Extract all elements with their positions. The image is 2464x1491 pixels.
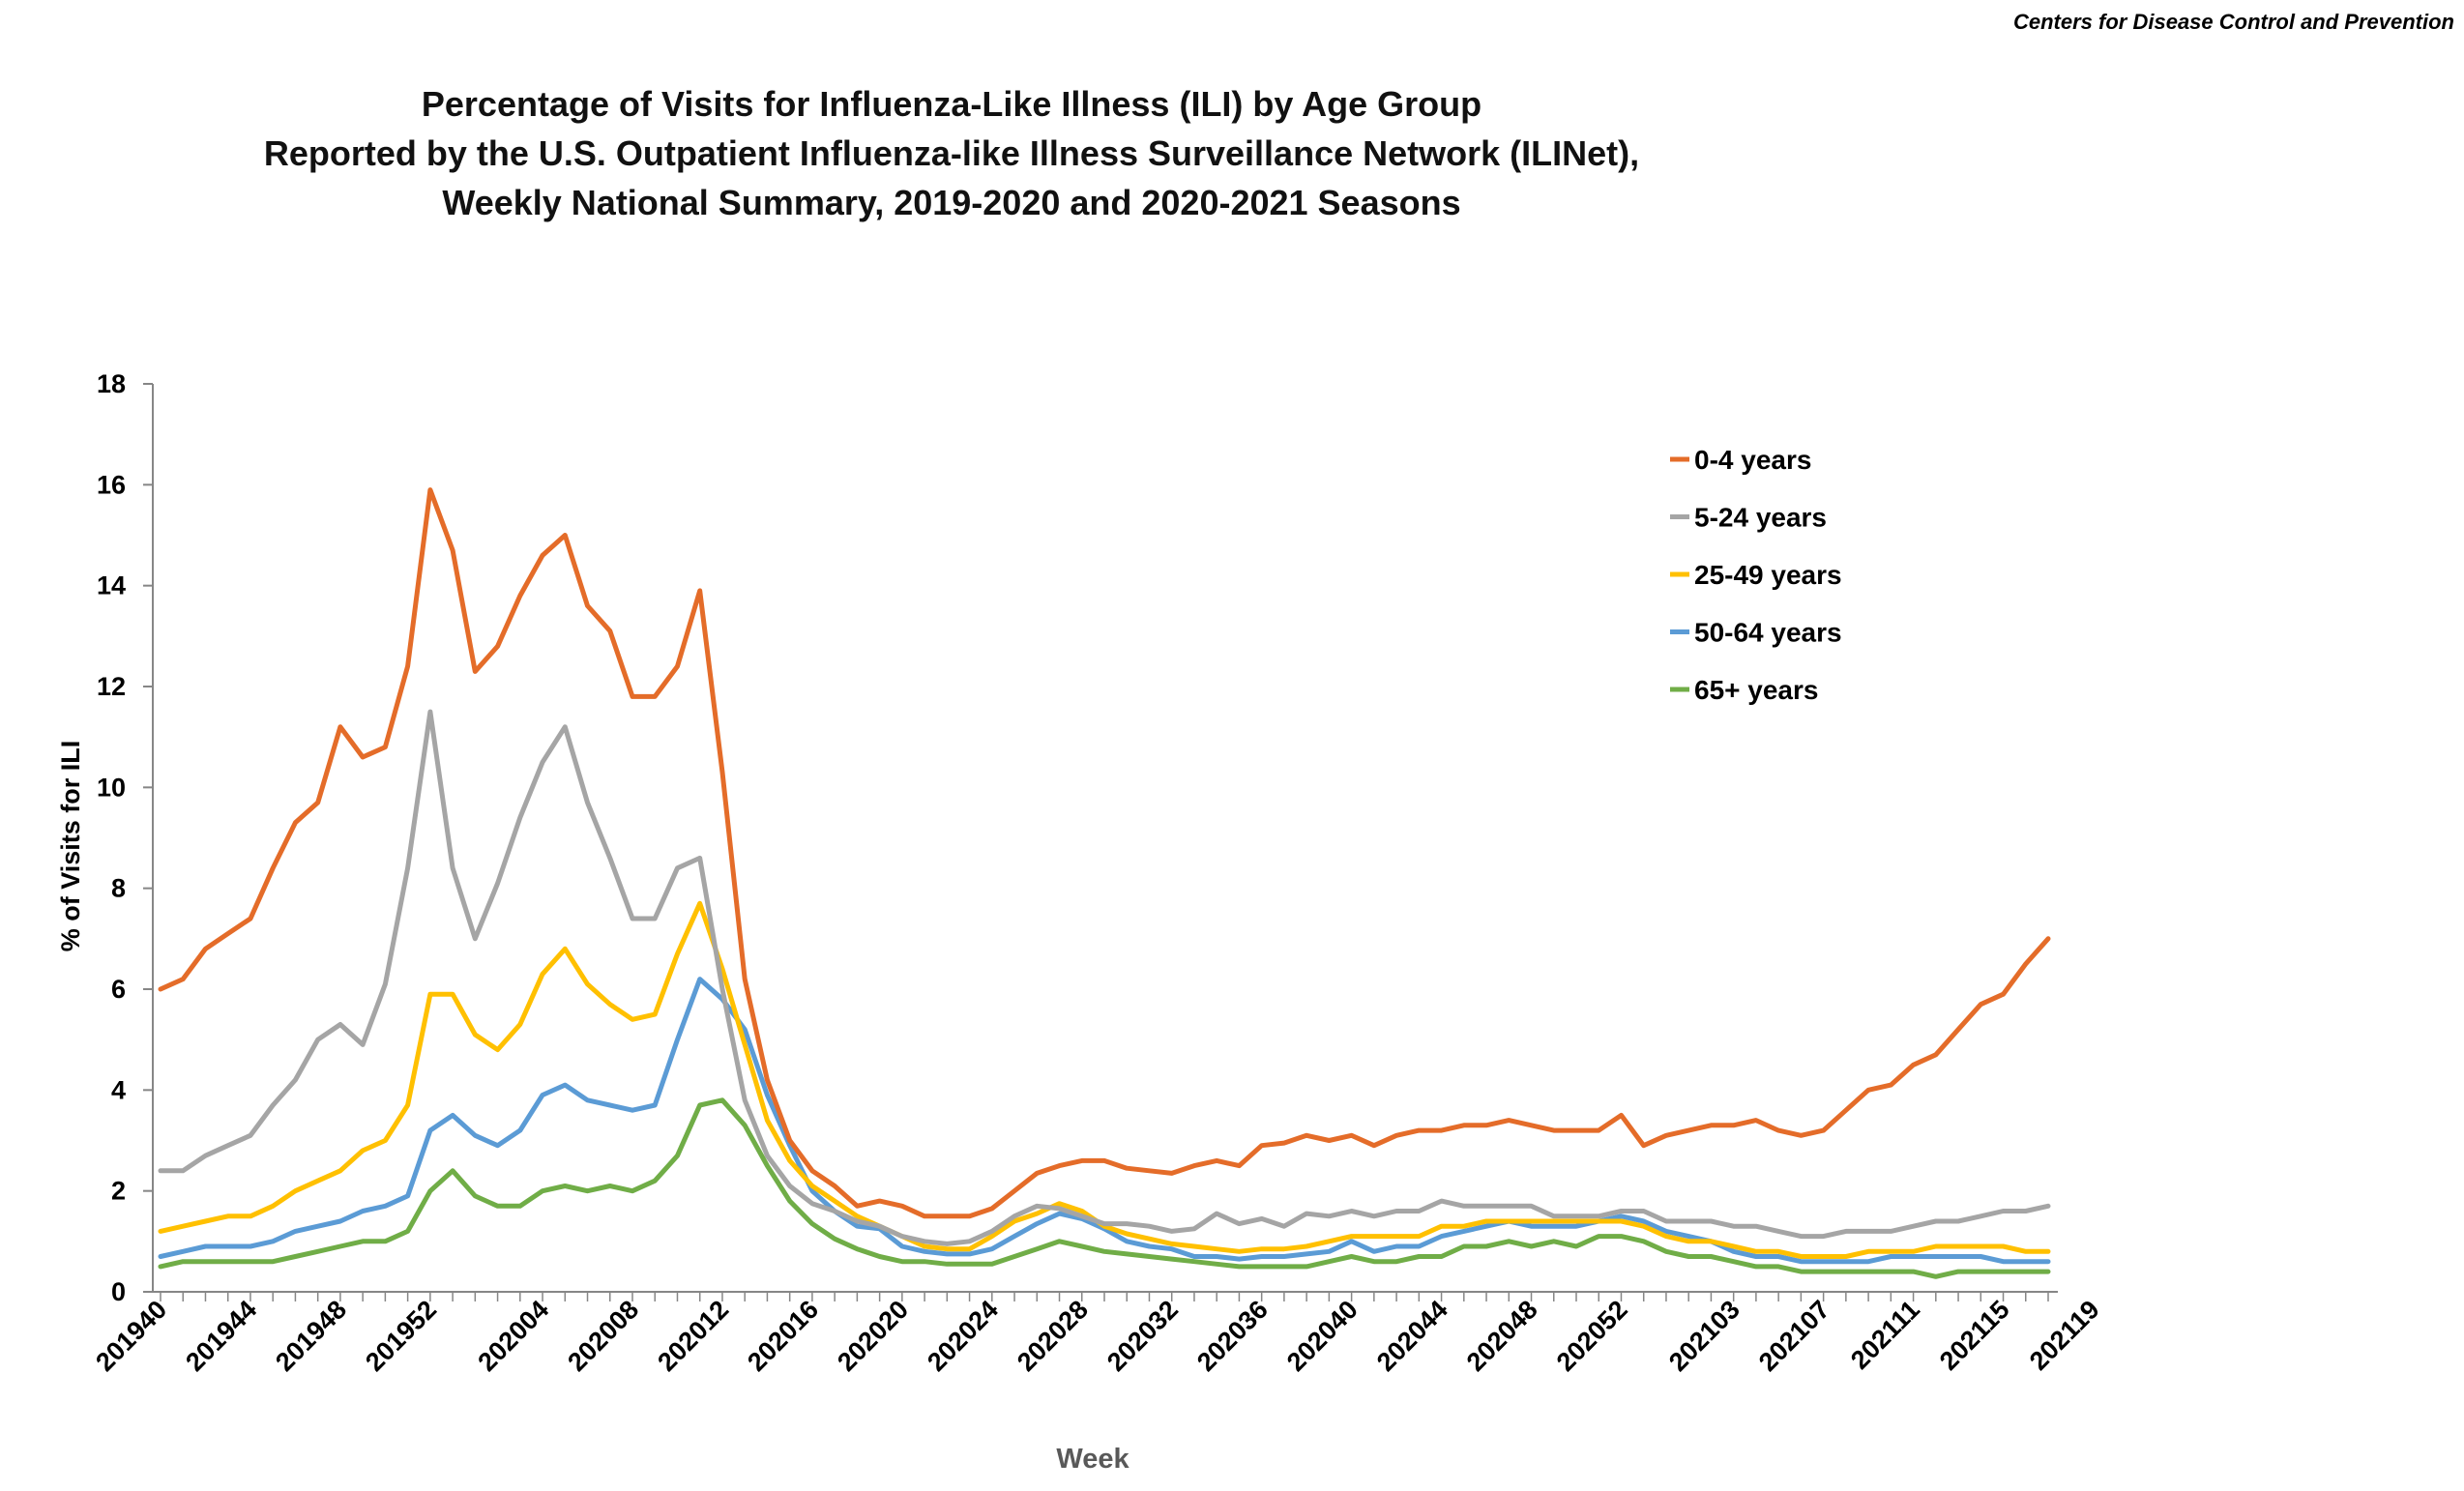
legend-label: 65+ years xyxy=(1694,675,1818,705)
series-line-0-4-years xyxy=(158,487,2051,1219)
x-tick-label: 202036 xyxy=(1191,1295,1274,1377)
x-tick-label: 202016 xyxy=(742,1295,824,1377)
y-tick-label: 2 xyxy=(111,1177,126,1206)
x-tick-label: 202008 xyxy=(562,1295,644,1377)
x-tick-label: 202028 xyxy=(1012,1295,1094,1377)
x-tick-label: 201944 xyxy=(180,1295,262,1377)
x-tick-label: 202032 xyxy=(1101,1295,1184,1377)
x-tick-label: 201952 xyxy=(360,1295,442,1377)
chart-series xyxy=(158,487,2051,1279)
chart-title-line-1: Percentage of Visits for Influenza-Like … xyxy=(421,84,1482,124)
legend-label: 5-24 years xyxy=(1694,503,1827,533)
x-tick-label: 202107 xyxy=(1753,1295,1835,1377)
x-tick-label: 202119 xyxy=(2024,1295,2105,1376)
y-axis-label: % of Visits for ILI xyxy=(56,741,85,952)
y-tick-label: 12 xyxy=(97,672,126,701)
legend-label: 25-49 years xyxy=(1694,560,1842,590)
x-tick-label: 202048 xyxy=(1461,1295,1543,1377)
y-tick-label: 0 xyxy=(111,1277,126,1306)
x-tick-label: 202111 xyxy=(1845,1295,1925,1375)
x-tick-label: 201940 xyxy=(90,1295,172,1377)
y-tick-label: 6 xyxy=(111,975,126,1004)
x-tick-label: 202040 xyxy=(1281,1295,1364,1377)
chart-title-line-3: Weekly National Summary, 2019-2020 and 2… xyxy=(442,183,1461,222)
series-line-5-24-years xyxy=(158,709,2051,1246)
y-tick-label: 10 xyxy=(97,773,126,802)
chart-title-line-2: Reported by the U.S. Outpatient Influenz… xyxy=(263,133,1640,173)
series-line-65-years xyxy=(158,1097,2051,1279)
y-tick-label: 8 xyxy=(111,874,126,903)
x-tick-label: 202020 xyxy=(832,1295,914,1377)
y-tick-label: 18 xyxy=(97,369,126,398)
x-tick-label: 202115 xyxy=(1934,1295,2015,1376)
chart-title: Percentage of Visits for Influenza-Like … xyxy=(0,79,1903,227)
series-line-25-49-years xyxy=(158,900,2051,1259)
y-tick-label: 16 xyxy=(97,470,126,499)
x-tick-label: 202012 xyxy=(652,1295,734,1377)
legend-label: 50-64 years xyxy=(1694,618,1842,648)
x-tick-label: 201948 xyxy=(270,1295,352,1377)
x-axis-label: Week xyxy=(1056,1444,1129,1475)
legend-label: 0-4 years xyxy=(1694,445,1811,475)
x-tick-label: 202052 xyxy=(1551,1295,1633,1377)
x-tick-label: 202024 xyxy=(922,1295,1004,1377)
x-tick-label: 202103 xyxy=(1663,1295,1745,1377)
series-line-50-64-years xyxy=(158,977,2051,1265)
source-credit: Centers for Disease Control and Preventi… xyxy=(2013,10,2454,34)
x-tick-label: 202004 xyxy=(472,1295,554,1377)
chart-legend: 0-4 years 5-24 years 25-49 years 50-64 year… xyxy=(1670,445,1842,705)
x-tick-label: 202044 xyxy=(1371,1295,1453,1377)
y-tick-label: 4 xyxy=(111,1075,126,1104)
y-tick-label: 14 xyxy=(97,571,126,600)
